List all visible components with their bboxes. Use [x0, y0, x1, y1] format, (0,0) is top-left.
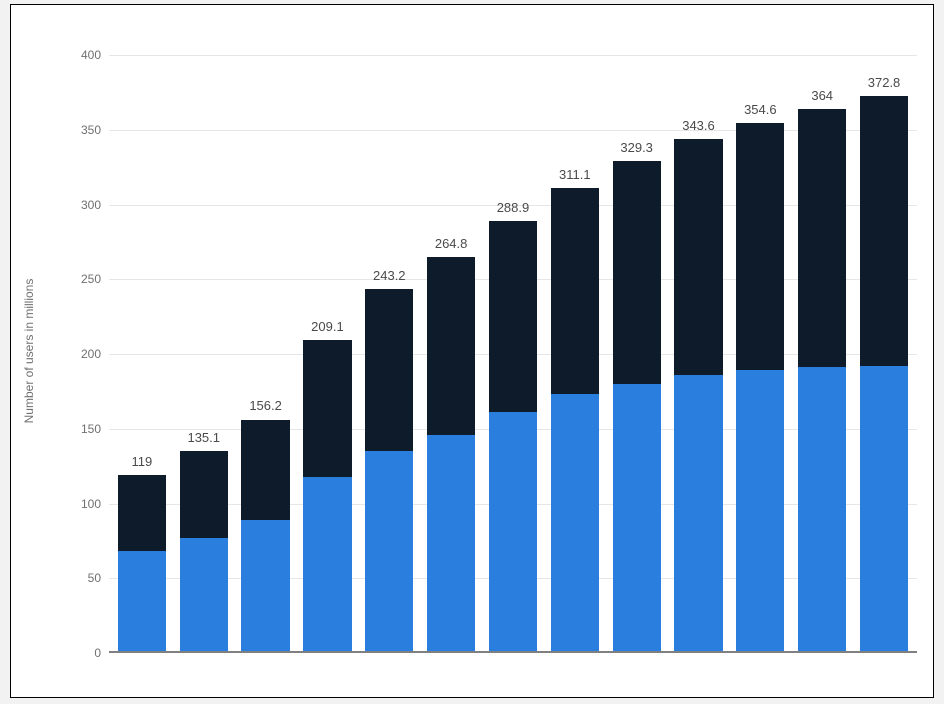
bar-value-label: 288.9	[497, 200, 530, 221]
bar: 264.8	[427, 257, 475, 653]
bar-segment-upper-segment	[118, 475, 166, 551]
bar: 354.6	[736, 123, 784, 653]
bar-segment-upper-segment	[860, 96, 908, 366]
y-tick-label: 400	[81, 48, 109, 62]
chart-wrap: Number of users in millions 0 50 100 150 200…	[11, 5, 933, 697]
bar-slot: 156.2	[235, 55, 297, 653]
bar-value-label: 243.2	[373, 268, 406, 289]
y-tick-label: 250	[81, 272, 109, 286]
bar-slot: 209.1	[297, 55, 359, 653]
y-tick-label: 0	[94, 646, 109, 660]
bar-slot: 364	[791, 55, 853, 653]
bar-slot: 311.1	[544, 55, 606, 653]
y-tick-label: 50	[88, 571, 109, 585]
bar-segment-upper-segment	[365, 289, 413, 451]
bar-segment-lower-segment	[365, 451, 413, 653]
bar-segment-upper-segment	[674, 139, 722, 375]
bar-segment-lower-segment	[674, 375, 722, 653]
bar-slot: 343.6	[668, 55, 730, 653]
bar-value-label: 329.3	[620, 140, 653, 161]
bar-segment-lower-segment	[241, 520, 289, 653]
y-tick-label: 200	[81, 347, 109, 361]
bar-slot: 243.2	[358, 55, 420, 653]
bar: 329.3	[613, 161, 661, 653]
y-axis-label: Number of users in millions	[22, 279, 36, 424]
bar-segment-upper-segment	[798, 109, 846, 368]
bar-slot: 264.8	[420, 55, 482, 653]
bar-value-label: 343.6	[682, 118, 715, 139]
bar: 209.1	[303, 340, 351, 653]
bar-segment-upper-segment	[303, 340, 351, 476]
bar-segment-lower-segment	[303, 477, 351, 653]
bar-slot: 288.9	[482, 55, 544, 653]
bar: 372.8	[860, 96, 908, 653]
bar-value-label: 372.8	[868, 75, 901, 96]
bar-segment-upper-segment	[427, 257, 475, 435]
bar: 343.6	[674, 139, 722, 653]
bar-slot: 354.6	[729, 55, 791, 653]
bar-value-label: 119	[132, 454, 153, 475]
bar-segment-upper-segment	[736, 123, 784, 371]
bar: 364	[798, 109, 846, 653]
bar: 311.1	[551, 188, 599, 653]
bar-segment-lower-segment	[860, 366, 908, 653]
bar-value-label: 311.1	[559, 167, 591, 188]
bar: 119	[118, 475, 166, 653]
y-tick-label: 300	[81, 198, 109, 212]
bar: 135.1	[180, 451, 228, 653]
bar-value-label: 156.2	[249, 398, 282, 419]
bar-segment-upper-segment	[551, 188, 599, 394]
bar-slot: 119	[111, 55, 173, 653]
bar-segment-upper-segment	[489, 221, 537, 412]
bar-segment-upper-segment	[613, 161, 661, 384]
bar-value-label: 364	[811, 88, 833, 109]
bar-segment-lower-segment	[798, 367, 846, 653]
y-tick-label: 150	[81, 422, 109, 436]
bar-slot: 135.1	[173, 55, 235, 653]
chart-card: Number of users in millions 0 50 100 150 200…	[10, 4, 934, 698]
bar-slot: 372.8	[853, 55, 915, 653]
bar: 156.2	[241, 419, 289, 653]
bar-segment-lower-segment	[551, 394, 599, 653]
bar-segment-lower-segment	[427, 435, 475, 653]
bar-segment-lower-segment	[180, 538, 228, 653]
bar-segment-upper-segment	[241, 420, 289, 520]
y-tick-label: 100	[81, 497, 109, 511]
bars-container: 119 135.1 156.2 209.1 243.2 264.8 288.9 311.1 32…	[109, 55, 917, 653]
bar-segment-lower-segment	[736, 370, 784, 653]
bar-segment-lower-segment	[118, 551, 166, 653]
bar-value-label: 135.1	[187, 430, 220, 451]
bar-value-label: 264.8	[435, 236, 468, 257]
x-axis-baseline	[109, 651, 917, 653]
bar-segment-upper-segment	[180, 451, 228, 538]
plot-area: 050100150200250300350400 119135.1156.220…	[109, 55, 917, 653]
bar-value-label: 209.1	[311, 319, 344, 340]
bar-slot: 329.3	[606, 55, 668, 653]
bar-segment-lower-segment	[613, 384, 661, 653]
bar: 288.9	[489, 221, 537, 653]
bar: 243.2	[365, 289, 413, 653]
bar-value-label: 354.6	[744, 102, 777, 123]
y-tick-label: 350	[81, 123, 109, 137]
bar-segment-lower-segment	[489, 412, 537, 653]
